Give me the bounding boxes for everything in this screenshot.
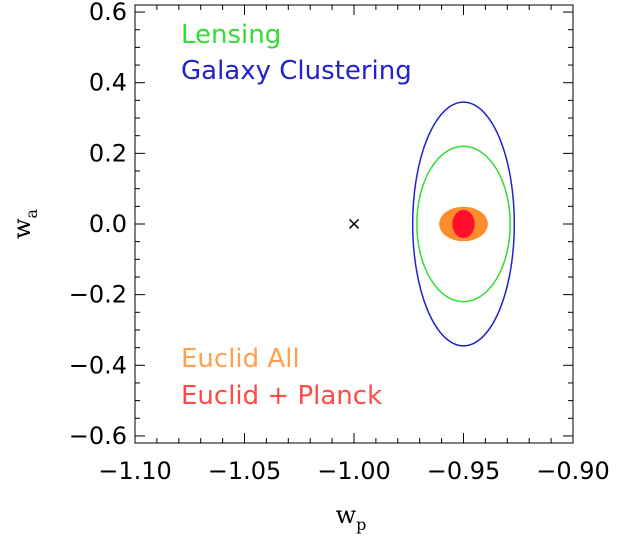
reference-marker: × xyxy=(346,214,361,235)
axis-tick-labels: −1.10 −1.05 −1.00 −0.95 −0.90 0.6 0.4 0.2 0.0 −0.… xyxy=(69,0,610,485)
legend-entry-galaxy-clustering: Galaxy Clustering xyxy=(181,56,412,86)
y-axis-title-subscript: a xyxy=(22,209,41,219)
x-axis-title: wp xyxy=(336,501,367,534)
y-tick-label: −0.4 xyxy=(69,351,127,379)
axis-ticks xyxy=(134,5,574,443)
y-axis-title: wa xyxy=(8,209,41,240)
x-tick-label: −1.10 xyxy=(98,457,172,485)
y-axis-title-group: wa xyxy=(8,209,41,240)
legend-bottom: Euclid All Euclid + Planck xyxy=(181,344,382,411)
ellipse-galaxy-clustering xyxy=(411,101,516,347)
legend-top: Lensing Galaxy Clustering xyxy=(181,20,412,86)
contour-ellipses xyxy=(411,101,516,347)
x-tick-label: −0.90 xyxy=(536,457,610,485)
legend-entry-lensing: Lensing xyxy=(181,20,281,50)
x-tick-label: −0.95 xyxy=(427,457,501,485)
x-tick-label: −1.00 xyxy=(317,457,391,485)
x-axis-title-subscript: p xyxy=(356,515,366,534)
y-tick-label: 0.2 xyxy=(89,139,127,167)
y-tick-label: 0.6 xyxy=(89,0,127,26)
y-tick-label: 0.0 xyxy=(89,210,127,238)
legend-entry-euclid-all: Euclid All xyxy=(181,344,300,374)
legend-entry-euclid-planck: Euclid + Planck xyxy=(181,381,382,411)
ellipse-euclid-planck xyxy=(452,209,475,239)
ellipse-lensing xyxy=(416,145,511,303)
x-tick-label: −1.05 xyxy=(208,457,282,485)
y-tick-label: −0.6 xyxy=(69,422,127,450)
y-tick-label: −0.2 xyxy=(69,281,127,309)
y-tick-label: 0.4 xyxy=(89,69,127,97)
x-axis-title-main: w xyxy=(336,501,357,529)
y-axis-title-main: w xyxy=(8,218,36,239)
